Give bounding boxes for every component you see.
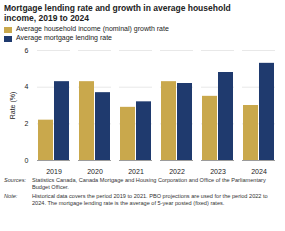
html-text:Average household income (nomi: Average household income (nominal) growt… xyxy=(16,25,169,33)
svg-text:2020: 2020 xyxy=(87,168,103,175)
html-text:Mortgage lending rate and grow: Mortgage lending rate and growth in aver… xyxy=(4,3,231,24)
html-text:Average mortgage lending rate: Average mortgage lending rate xyxy=(16,34,112,42)
svg-text:Rate (%): Rate (%) xyxy=(9,92,17,120)
svg-text:4: 4 xyxy=(25,83,29,90)
svg-text:2022: 2022 xyxy=(169,168,185,175)
svg-text:2019: 2019 xyxy=(46,168,62,175)
svg-text:2021: 2021 xyxy=(128,168,144,175)
html-text:Note:: Note: xyxy=(4,192,18,199)
svg-text:0: 0 xyxy=(25,157,29,164)
svg-text:2024: 2024 xyxy=(251,168,267,175)
svg-text:2: 2 xyxy=(25,120,29,127)
html-text:Statistics Canada, Canada Mort: Statistics Canada, Canada Mortgage and H… xyxy=(32,176,266,190)
html-text:Sources:: Sources: xyxy=(4,176,27,183)
svg-text:6: 6 xyxy=(25,47,29,54)
svg-text:2023: 2023 xyxy=(210,168,226,175)
html-text:Historical data covers the per: Historical data covers the period 2019 t… xyxy=(32,192,268,206)
